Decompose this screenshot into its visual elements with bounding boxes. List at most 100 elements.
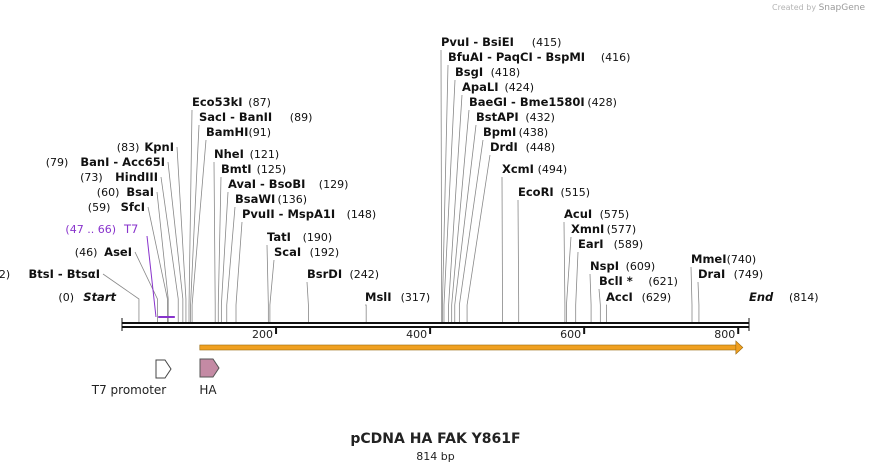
map-title: pCDNA HA FAK Y861F [350,431,521,447]
enzyme-bamhi-position: (91) [249,126,272,139]
enzyme-eari-label: EarI [578,237,604,251]
enzyme-msli-label: MslI [365,290,392,304]
enzyme-pvuii-mspa1i-position: (148) [347,208,377,221]
enzyme-bfuai-paqci-bspmi-position: (416) [601,51,631,64]
enzyme-hindiii-label: HindIII [115,170,158,184]
enzyme-acui-position: (575) [600,208,630,221]
enzyme-connector [563,221,566,322]
ha-feature [199,358,220,378]
enzyme-connector [440,49,443,322]
enzyme-ecori-label: EcoRI [518,185,554,199]
enzyme-connector [458,139,484,322]
enzyme-bsawi-label: BsaWI [235,192,275,206]
enzyme-bcli-label: BclI * [599,274,633,288]
enzyme-xmni-position: (577) [607,223,637,236]
enzyme-connector [213,161,216,322]
enzyme-mmei-label: MmeI [691,252,727,266]
enzyme-bani-acc65i-position: (79) [46,156,69,169]
ha-label: HA [199,383,217,397]
enzyme-bstapi-position: (432) [525,111,555,124]
enzyme-connector [589,273,592,322]
enzyme-connector [226,206,236,322]
enzyme-connector [442,64,449,322]
enzyme-connector [451,109,470,322]
enzyme-connector [690,266,693,322]
enzyme-connector [176,146,187,322]
map-subtitle: 814 bp [416,450,455,463]
enzyme-drai-position: (749) [734,268,764,281]
enzyme-ecori-position: (515) [561,186,591,199]
orf-bar [199,344,738,351]
enzyme-xcmi-position: (494) [538,163,568,176]
enzyme-nspi-position: (609) [626,260,656,273]
enzyme-connector [306,281,309,322]
enzyme-connector [160,176,179,322]
enzyme-pvui-bsiei-position: (415) [532,36,562,49]
enzyme-mmei-position: (740) [727,253,757,266]
enzyme-bsgi-position: (418) [491,66,521,79]
enzyme-apali-position: (424) [505,81,535,94]
primer-t7-connector [146,235,157,318]
scale-tick-label: 800 [714,328,735,341]
enzyme-connector [220,191,229,322]
enzyme-baegi-bme1580i-label: BaeGI - Bme1580I [469,95,585,109]
enzyme-eco53ki-position: (87) [248,96,271,109]
enzyme-nhei-label: NheI [214,147,244,161]
end-label: End [749,290,774,304]
enzyme-kpni-position: (83) [117,141,140,154]
enzyme-connector [102,273,140,322]
enzyme-bsawi-position: (136) [278,193,308,206]
enzyme-connector [454,124,477,322]
enzyme-xcmi-label: XcmI [502,162,534,176]
enzyme-scai-label: ScaI [274,245,301,259]
enzyme-scai-position: (192) [310,246,340,259]
enzyme-avai-bsobi-label: AvaI - BsoBI [228,177,305,191]
primer-t7-label: T7 [123,222,138,236]
enzyme-bsgi-label: BsgI [455,65,483,79]
enzyme-nhei-position: (121) [250,148,280,161]
enzyme-drdi-position: (448) [526,141,556,154]
enzyme-connector [448,94,463,322]
enzyme-asei-label: AseI [104,245,132,259]
enzyme-connector [598,288,601,322]
enzyme-bmti-position: (125) [257,163,287,176]
enzyme-xmni-label: XmnI [571,222,604,236]
enzyme-asei-position: (46) [75,246,98,259]
snapgene-credit: Created by SnapGene [772,3,865,13]
enzyme-bfuai-paqci-bspmi-label: BfuAI - PaqCI - BspMI [448,50,585,64]
enzyme-bpmi-position: (438) [519,126,549,139]
enzyme-tati-position: (190) [303,231,333,244]
enzyme-bsai-position: (60) [97,186,120,199]
t7-promoter-label: T7 promoter [91,383,167,397]
enzyme-nspi-label: NspI [590,259,619,273]
end-position: (814) [789,291,819,304]
enzyme-connector [134,251,158,322]
enzyme-drai-label: DraI [698,267,725,281]
primer-t7-position: (47 .. 66) [65,223,116,236]
enzyme-hindiii-position: (73) [80,171,103,184]
enzyme-connector [575,251,579,322]
enzyme-baegi-bme1580i-position: (428) [587,96,617,109]
enzyme-bpmi-label: BpmI [483,125,516,139]
enzyme-drdi-label: DrdI [490,140,518,154]
enzyme-saci-banii-position: (89) [290,111,313,124]
enzyme-connector [566,236,572,322]
enzyme-btsi-bts-i-position: (22) [0,268,10,281]
orf-arrowhead [735,340,744,355]
enzyme-connector [188,109,193,322]
enzyme-connector [190,124,200,322]
t7-promoter-feature [155,359,172,379]
enzyme-acci-label: AccI [606,290,633,304]
start-position: (0) [58,291,74,304]
enzyme-sfci-label: SfcI [121,200,145,214]
enzyme-bcli-position: (621) [648,275,678,288]
scale-tick-label: 200 [252,328,273,341]
enzyme-connector [167,161,184,322]
enzyme-acci-position: (629) [642,291,672,304]
enzyme-btsi-bts-i-label: BtsI - BtsαI [29,267,100,281]
enzyme-connector [191,139,207,322]
enzyme-connector [365,304,367,322]
enzyme-connector [443,79,456,322]
enzyme-tati-label: TatI [267,230,291,244]
